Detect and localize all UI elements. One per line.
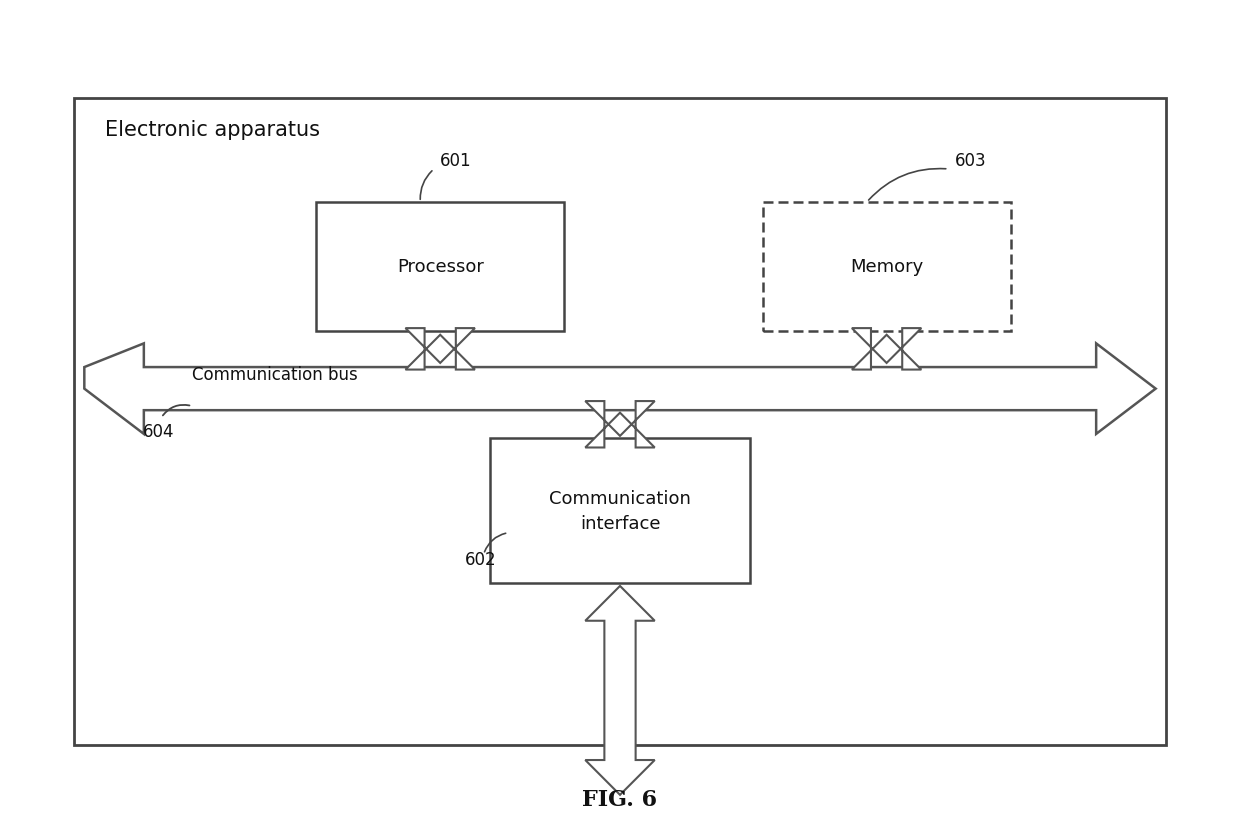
Text: Communication bus: Communication bus [192, 365, 358, 383]
Text: Processor: Processor [397, 258, 484, 276]
Bar [763, 203, 1011, 331]
Text: FIG. 6: FIG. 6 [583, 788, 657, 810]
Polygon shape [585, 586, 655, 795]
Text: 603: 603 [955, 152, 987, 170]
Text: Memory: Memory [849, 258, 924, 276]
Bar [316, 203, 564, 331]
Bar [490, 439, 750, 584]
Text: 602: 602 [465, 551, 497, 569]
Polygon shape [585, 402, 655, 448]
Text: 604: 604 [143, 422, 174, 440]
Polygon shape [852, 329, 921, 370]
Polygon shape [405, 329, 475, 370]
Polygon shape [84, 344, 1156, 435]
Text: Electronic apparatus: Electronic apparatus [105, 120, 320, 140]
Text: 601: 601 [440, 152, 472, 170]
Bar [74, 99, 1166, 745]
Text: Communication
interface: Communication interface [549, 490, 691, 532]
